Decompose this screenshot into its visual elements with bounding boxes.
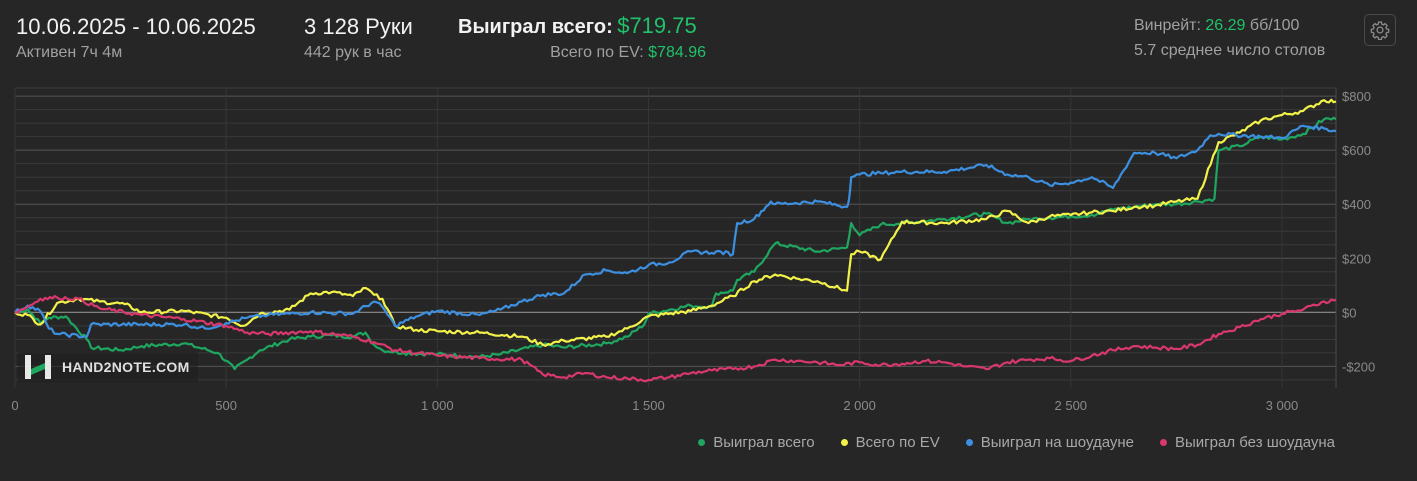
winrate: Винрейт: 26.29 бб/100: [1134, 17, 1299, 35]
x-axis: 0 500 1 000 1 500 2 000 2 500 3 000: [11, 398, 1298, 413]
chart-grid: [14, 87, 1337, 388]
winrate-label: Винрейт:: [1134, 17, 1201, 34]
won-total-label: Выиграл всего:: [458, 16, 613, 38]
active-time: Активен 7ч 4м: [16, 44, 123, 61]
legend-dot: [698, 439, 706, 446]
legend-label: Выиграл без шоудауна: [1175, 434, 1335, 451]
legend-label: Выиграл всего: [713, 434, 815, 451]
legend-item-won[interactable]: Выиграл всего: [698, 434, 815, 451]
hands-per-hour: 442 рук в час: [304, 44, 402, 61]
ev-total-value: $784.96: [648, 44, 706, 61]
legend-dot: [965, 439, 973, 446]
x-tick-label: 1 000: [421, 398, 454, 413]
x-tick-label: 2 500: [1055, 398, 1088, 413]
won-total: Выиграл всего: $719.75: [458, 13, 697, 39]
legend-label: Всего по EV: [855, 434, 940, 451]
winrate-value: 26.29: [1205, 17, 1246, 34]
y-tick-label: $200: [1342, 251, 1371, 266]
series-line-showdown: [14, 124, 1337, 339]
date-range[interactable]: 10.06.2025 - 10.06.2025: [16, 14, 256, 39]
chart-legend: Выиграл всего Всего по EV Выиграл на шоуда…: [698, 434, 1335, 451]
y-axis: $800 $600 $400 $200 $0 -$200: [1342, 89, 1375, 374]
tables-average: 5.7 среднее число столов: [1134, 42, 1326, 59]
hands-count: 3 128 Руки: [304, 14, 413, 39]
hand2note-logo: HAND2NOTE.COM: [18, 352, 198, 382]
y-tick-label: $600: [1342, 143, 1371, 158]
ev-total: Всего по EV: $784.96: [550, 44, 706, 62]
legend-item-non-showdown[interactable]: Выиграл без шоудауна: [1160, 434, 1335, 451]
ev-total-label: Всего по EV:: [550, 44, 644, 61]
x-tick-label: 2 000: [843, 398, 876, 413]
winrate-unit: бб/100: [1249, 17, 1300, 34]
x-tick-label: 500: [215, 398, 237, 413]
y-tick-label: $800: [1342, 89, 1371, 104]
h2n-logo-icon: [25, 355, 51, 379]
y-tick-label: -$200: [1342, 359, 1375, 374]
gear-icon: [1370, 21, 1390, 40]
settings-button[interactable]: [1364, 14, 1396, 46]
legend-item-showdown[interactable]: Выиграл на шоудауне: [965, 434, 1135, 451]
logo-text: HAND2NOTE.COM: [62, 359, 190, 375]
x-tick-label: 3 000: [1266, 398, 1299, 413]
chart-lines: [14, 98, 1337, 383]
legend-label: Выиграл на шоудауне: [980, 434, 1135, 451]
legend-item-ev[interactable]: Всего по EV: [840, 434, 940, 451]
x-tick-label: 0: [11, 398, 18, 413]
profit-chart: $800 $600 $400 $200 $0 -$200 0 500 1 000 1 500 2 …: [11, 87, 1375, 413]
x-tick-label: 1 500: [632, 398, 665, 413]
series-line-non-showdown: [14, 294, 1337, 383]
won-total-value: $719.75: [617, 13, 697, 38]
legend-dot: [1160, 439, 1168, 446]
series-line-won: [14, 116, 1337, 371]
stats-header: 10.06.2025 - 10.06.2025 Активен 7ч 4м 3 …: [0, 0, 1417, 80]
y-tick-label: $400: [1342, 197, 1371, 212]
legend-dot: [840, 439, 848, 446]
y-tick-label: $0: [1342, 305, 1356, 320]
